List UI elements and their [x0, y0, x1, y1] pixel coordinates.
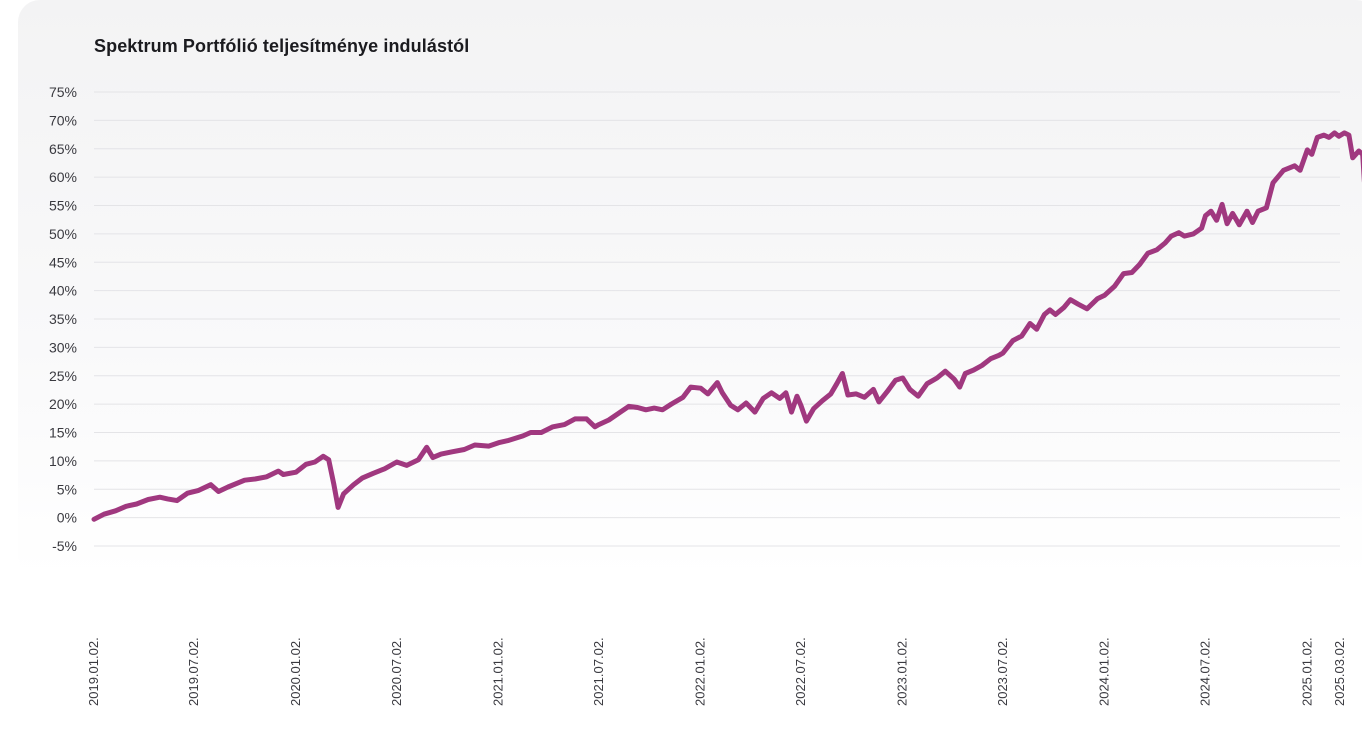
- chart-title: Spektrum Portfólió teljesítménye indulás…: [94, 36, 470, 56]
- y-tick-label: 55%: [49, 198, 77, 214]
- x-tick-label: 2023.07.02.: [995, 637, 1010, 706]
- x-tick-label: 2020.01.02.: [288, 637, 303, 706]
- y-tick-label: 60%: [49, 169, 77, 185]
- y-tick-label: 45%: [49, 254, 77, 270]
- series-line: [91, 130, 1362, 522]
- grid-lines: [94, 91, 1340, 547]
- y-tick-label: 30%: [49, 339, 77, 355]
- x-tick-label: 2024.07.02.: [1197, 637, 1212, 706]
- y-tick-label: 0%: [57, 510, 77, 526]
- y-tick-label: 25%: [49, 368, 77, 384]
- y-tick-label: -5%: [52, 538, 77, 554]
- x-tick-label: 2022.01.02.: [693, 637, 708, 706]
- x-tick-label: 2019.07.02.: [186, 637, 201, 706]
- y-tick-label: 50%: [49, 226, 77, 242]
- y-tick-label: 10%: [49, 453, 77, 469]
- y-tick-label: 75%: [49, 84, 77, 100]
- y-tick-label: 65%: [49, 141, 77, 157]
- y-tick-label: 70%: [49, 112, 77, 128]
- x-tick-label: 2022.07.02.: [793, 637, 808, 706]
- y-tick-label: 40%: [49, 283, 77, 299]
- x-tick-label: 2023.01.02.: [895, 637, 910, 706]
- y-axis-ticks: -5% 0% 5% 10% 15% 20% 25% 30% 35% 40% 45% 50% 55% 60%…: [49, 84, 77, 554]
- x-tick-label: 2019.01.02.: [86, 637, 101, 706]
- x-tick-label: 2021.01.02.: [491, 637, 506, 706]
- x-tick-label: 2024.01.02.: [1097, 637, 1112, 706]
- x-tick-label: 2025.01.02.: [1299, 637, 1314, 706]
- y-tick-label: 5%: [57, 481, 77, 497]
- x-axis-ticks: 2019.01.02. 2019.07.02. 2020.01.02. 2020.07…: [86, 637, 1347, 706]
- x-tick-label: 2020.07.02.: [389, 637, 404, 706]
- y-tick-label: 20%: [49, 396, 77, 412]
- x-tick-label: 2021.07.02.: [591, 637, 606, 706]
- y-tick-label: 15%: [49, 425, 77, 441]
- x-tick-label: 2025.03.02.: [1332, 637, 1347, 706]
- y-tick-label: 35%: [49, 311, 77, 327]
